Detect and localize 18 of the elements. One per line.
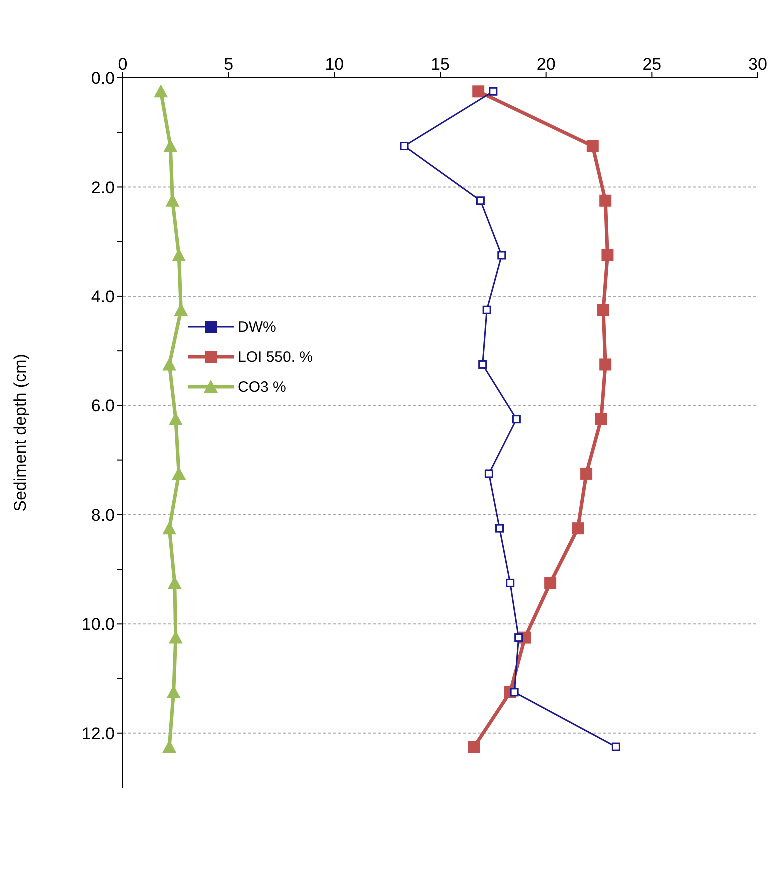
- legend-label: DW%: [238, 318, 276, 336]
- y-axis-title: Sediment depth (cm): [11, 354, 30, 512]
- y-tick-label: 0.0: [91, 69, 115, 88]
- x-tick-label: 25: [642, 55, 662, 74]
- y-tick-label: 6.0: [91, 396, 115, 416]
- x-tick-label: 30: [748, 55, 768, 74]
- y-tick-label: 12.0: [82, 724, 115, 744]
- legend-label: LOI 550. %: [238, 348, 314, 366]
- y-tick-label: 4.0: [91, 287, 115, 306]
- x-tick-label: 5: [224, 55, 234, 74]
- x-tick-label: 20: [536, 55, 556, 74]
- legend-label: CO3 %: [238, 378, 286, 396]
- y-tick-label: 8.0: [91, 506, 115, 525]
- x-tick-label: 0: [118, 55, 128, 74]
- x-tick-label: 15: [431, 55, 450, 74]
- y-tick-label: 10.0: [82, 615, 115, 634]
- x-tick-label: 10: [325, 55, 344, 74]
- y-tick-label: 2.0: [91, 178, 115, 198]
